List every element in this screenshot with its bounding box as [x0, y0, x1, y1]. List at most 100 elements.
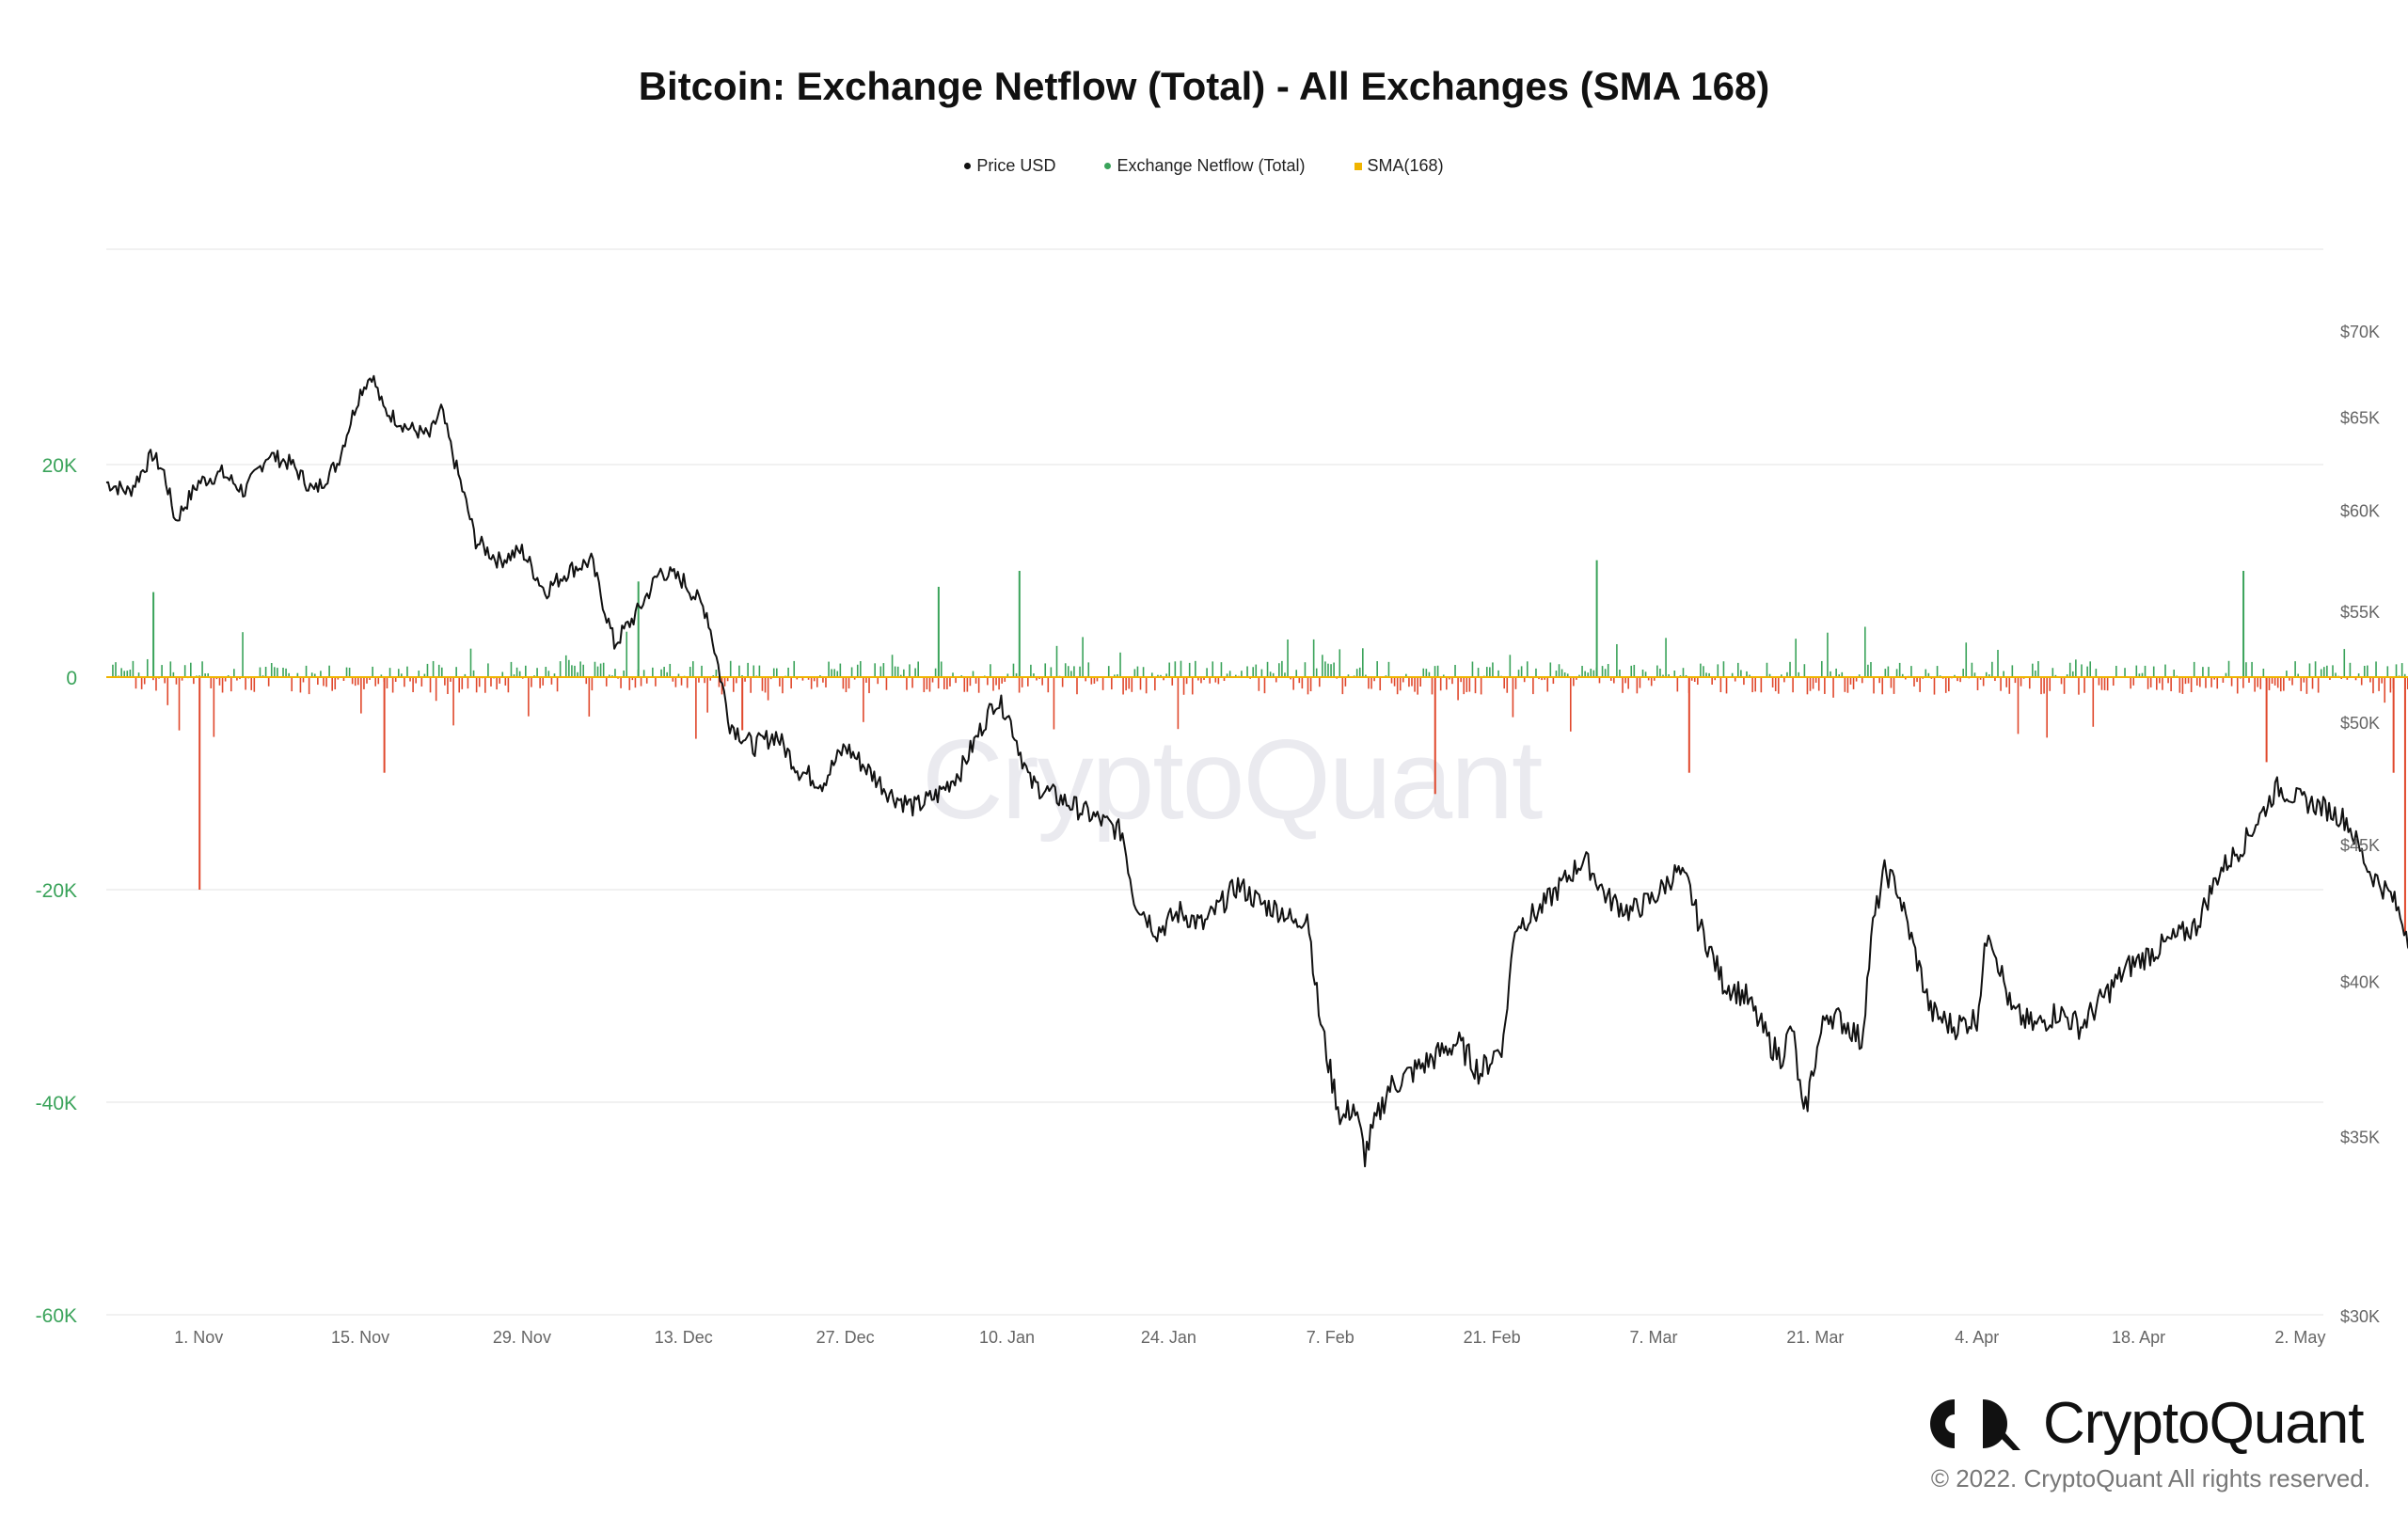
netflow-bar — [1414, 677, 1416, 692]
cryptoquant-logo-icon — [1930, 1398, 2020, 1450]
netflow-bar — [1740, 670, 1742, 677]
netflow-bar — [1590, 669, 1592, 677]
netflow-bar — [674, 677, 677, 687]
netflow-bar — [776, 668, 778, 677]
netflow-bar — [2363, 665, 2366, 677]
netflow-bar — [767, 677, 769, 701]
netflow-bar — [305, 665, 308, 677]
netflow-bar — [1079, 666, 1081, 677]
netflow-bar — [599, 663, 602, 677]
netflow-bar — [1330, 664, 1332, 677]
netflow-bar — [1703, 666, 1704, 677]
netflow-bar — [1714, 677, 1717, 681]
netflow-bar — [833, 669, 835, 677]
left-axis: 20K 0 -20K -40K -60K — [36, 455, 77, 1327]
netflow-spike — [2392, 677, 2395, 773]
netflow-bar — [1387, 661, 1390, 677]
netflow-bar — [909, 664, 911, 677]
netflow-bar — [210, 677, 213, 688]
netflow-bar — [666, 671, 668, 677]
netflow-bar — [1012, 663, 1015, 677]
netflow-bar — [1287, 639, 1289, 677]
netflow-bar — [926, 677, 928, 690]
netflow-bar — [2003, 671, 2004, 677]
price-legend-marker — [964, 163, 972, 169]
netflow-bar — [1050, 667, 1053, 677]
netflow-bar — [1936, 666, 1939, 677]
netflow-bar — [807, 677, 810, 680]
netflow-bar — [331, 677, 333, 691]
netflow-bar — [1272, 672, 1275, 677]
netflow-bar — [2303, 677, 2305, 683]
netflow-bar — [596, 666, 599, 677]
legend-item-price[interactable]: Price USD — [964, 156, 1055, 176]
netflow-bar — [1598, 677, 1601, 684]
left-tick-label: 20K — [42, 455, 77, 477]
netflow-bar — [418, 671, 420, 677]
netflow-bar — [877, 677, 879, 685]
netflow-bar — [2360, 677, 2363, 686]
netflow-bar — [264, 666, 267, 677]
legend-item-netflow[interactable]: Exchange Netflow (Total) — [1104, 156, 1306, 176]
netflow-bar — [1774, 677, 1777, 691]
netflow-bar — [853, 677, 856, 680]
netflow-bar — [372, 666, 373, 677]
netflow-bar — [2020, 677, 2022, 687]
netflow-bar — [2369, 677, 2371, 683]
netflow-bar — [1465, 677, 1468, 692]
netflow-bar — [181, 677, 183, 681]
netflow-bar — [1685, 674, 1687, 677]
netflow-bar — [594, 661, 596, 677]
netflow-bar — [1861, 677, 1863, 684]
netflow-bar — [1820, 660, 1823, 677]
netflow-bar — [680, 677, 683, 686]
netflow-bar — [406, 666, 408, 677]
netflow-bar — [1315, 668, 1318, 677]
netflow-bar — [2323, 667, 2325, 677]
netflow-bar — [1185, 677, 1188, 685]
netflow-bar — [2008, 677, 2011, 694]
netflow-bar — [1852, 677, 1855, 689]
netflow-bar — [472, 670, 475, 677]
netflow-bar — [1622, 677, 1624, 693]
netflow-bar — [2213, 677, 2215, 680]
netflow-bar — [201, 661, 203, 677]
netflow-bar — [2132, 677, 2135, 686]
netflow-bar — [1171, 677, 1174, 686]
netflow-bar — [1697, 677, 1699, 686]
netflow-bar — [1517, 670, 1520, 677]
netflow-bar — [2071, 671, 2074, 677]
netflow-bar — [747, 662, 749, 677]
legend-item-sma[interactable]: SMA(168) — [1354, 156, 1444, 176]
netflow-bar — [245, 677, 246, 690]
x-axis: 1. Nov 15. Nov 29. Nov 13. Dec 27. Dec 10. Ja… — [174, 1328, 2325, 1347]
netflow-bar — [1509, 655, 1512, 677]
netflow-bar — [1150, 672, 1153, 677]
netflow-bar — [2187, 677, 2190, 684]
netflow-bar — [348, 667, 351, 677]
netflow-bar — [155, 677, 157, 691]
netflow-bar — [2115, 665, 2117, 677]
netflow-bar — [221, 677, 224, 693]
netflow-bar — [1474, 677, 1477, 694]
netflow-bar — [2138, 673, 2141, 677]
netflow-bar — [1341, 677, 1344, 695]
netflow-bar — [663, 667, 665, 677]
netflow-bar — [218, 677, 221, 686]
netflow-bar — [1070, 671, 1072, 677]
netflow-bar — [2283, 677, 2285, 691]
netflow-bar — [2210, 677, 2212, 687]
netflow-bar — [1887, 666, 1890, 677]
copyright-text: © 2022. CryptoQuant All rights reserved. — [1930, 1464, 2370, 1492]
netflow-bar — [845, 677, 848, 693]
netflow-bar — [1803, 664, 1806, 677]
netflow-bar — [1442, 674, 1445, 677]
netflow-bar — [2326, 665, 2328, 677]
netflow-bar — [655, 677, 657, 687]
netflow-bar — [865, 677, 867, 683]
netflow-bar — [2098, 677, 2100, 686]
netflow-bar — [706, 677, 708, 713]
netflow-bar — [539, 677, 541, 688]
netflow-bar — [1812, 677, 1814, 689]
netflow-bar — [1817, 677, 1820, 691]
